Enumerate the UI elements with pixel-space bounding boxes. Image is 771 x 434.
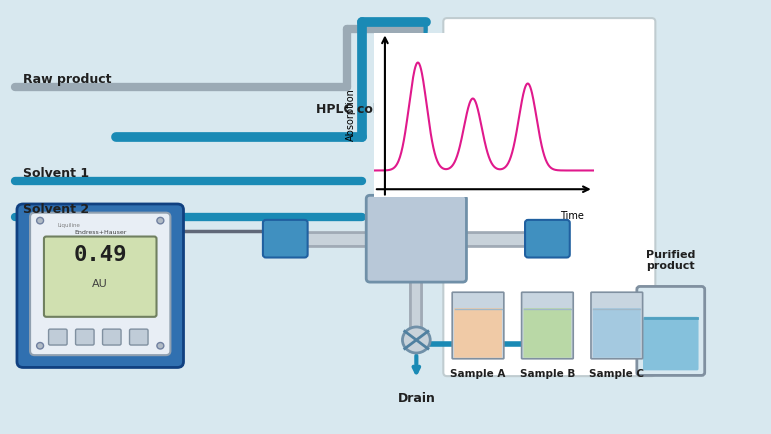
Text: Raw product: Raw product [23, 73, 112, 86]
FancyBboxPatch shape [643, 317, 699, 370]
Circle shape [157, 342, 164, 349]
FancyBboxPatch shape [130, 329, 148, 345]
FancyBboxPatch shape [524, 308, 571, 358]
Text: Solvent 1: Solvent 1 [23, 167, 89, 180]
FancyBboxPatch shape [591, 292, 643, 359]
Text: Drain: Drain [397, 392, 436, 405]
Circle shape [157, 217, 164, 224]
FancyBboxPatch shape [49, 329, 67, 345]
FancyBboxPatch shape [637, 286, 705, 375]
Text: Sample C: Sample C [589, 369, 645, 379]
FancyBboxPatch shape [454, 308, 502, 358]
FancyBboxPatch shape [521, 292, 574, 359]
Circle shape [402, 327, 430, 353]
Text: 0.49: 0.49 [73, 245, 127, 265]
FancyBboxPatch shape [525, 220, 570, 257]
FancyBboxPatch shape [593, 308, 641, 358]
FancyBboxPatch shape [76, 329, 94, 345]
Text: Liquiline: Liquiline [58, 223, 81, 228]
Text: Sample B: Sample B [520, 369, 575, 379]
FancyBboxPatch shape [17, 204, 183, 368]
Text: Solvent 2: Solvent 2 [23, 203, 89, 216]
Text: Time: Time [560, 210, 584, 220]
FancyBboxPatch shape [380, 171, 453, 191]
FancyBboxPatch shape [44, 237, 157, 317]
Text: Absorption: Absorption [346, 89, 356, 141]
Text: Purified
product: Purified product [646, 250, 695, 271]
Text: HPLC column: HPLC column [316, 103, 409, 116]
Text: AU: AU [93, 279, 108, 289]
FancyBboxPatch shape [366, 195, 466, 282]
Circle shape [37, 342, 44, 349]
FancyBboxPatch shape [103, 329, 121, 345]
FancyBboxPatch shape [380, 46, 453, 66]
Text: Sample A: Sample A [450, 369, 506, 379]
Text: Endress+Hauser: Endress+Hauser [74, 230, 126, 235]
FancyBboxPatch shape [393, 64, 439, 175]
FancyBboxPatch shape [30, 213, 170, 355]
FancyBboxPatch shape [452, 292, 504, 359]
FancyBboxPatch shape [263, 220, 308, 257]
FancyBboxPatch shape [443, 18, 655, 376]
Circle shape [37, 217, 44, 224]
